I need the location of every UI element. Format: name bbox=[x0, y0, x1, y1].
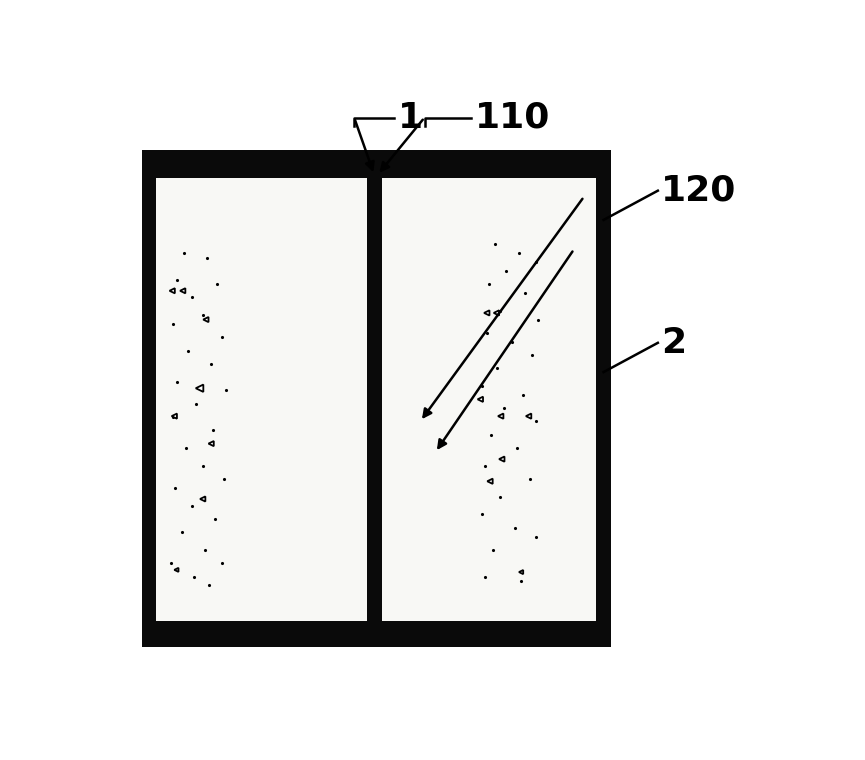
Text: 1: 1 bbox=[398, 100, 423, 135]
Polygon shape bbox=[170, 288, 175, 293]
Polygon shape bbox=[200, 496, 205, 502]
Polygon shape bbox=[494, 310, 499, 315]
Bar bbox=[142, 621, 611, 648]
Polygon shape bbox=[171, 413, 177, 419]
Polygon shape bbox=[195, 385, 203, 392]
Polygon shape bbox=[477, 397, 483, 402]
Polygon shape bbox=[498, 413, 503, 419]
Polygon shape bbox=[208, 441, 214, 446]
Polygon shape bbox=[203, 317, 208, 322]
Bar bbox=[142, 150, 611, 178]
Bar bbox=[157, 178, 367, 621]
Text: 2: 2 bbox=[661, 326, 686, 359]
Polygon shape bbox=[180, 288, 185, 293]
Polygon shape bbox=[526, 413, 531, 419]
Polygon shape bbox=[175, 568, 178, 572]
Polygon shape bbox=[519, 570, 523, 574]
Bar bbox=[367, 178, 381, 621]
Text: 120: 120 bbox=[661, 174, 737, 207]
Bar bbox=[381, 178, 596, 621]
Text: 110: 110 bbox=[475, 100, 550, 135]
Bar bbox=[596, 150, 611, 648]
Polygon shape bbox=[484, 310, 490, 315]
Bar bbox=[142, 150, 157, 648]
Polygon shape bbox=[499, 457, 504, 462]
Polygon shape bbox=[487, 479, 493, 484]
